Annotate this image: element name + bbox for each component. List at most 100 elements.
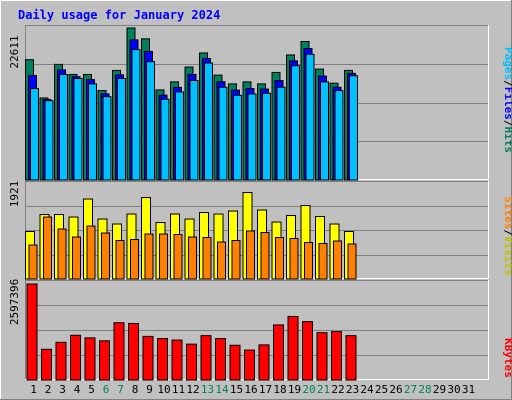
bar-kbytes — [244, 349, 255, 381]
bar-sites — [130, 239, 139, 280]
y-max-label-hits: 22611 — [8, 35, 21, 68]
bar-sites — [43, 216, 52, 280]
bar-kbytes — [345, 335, 357, 381]
bar-pages — [146, 61, 155, 181]
x-day-label: 9 — [146, 383, 153, 396]
svg-text:KBytes: KBytes — [502, 338, 512, 378]
legend-visits-sites: Sites/Visits — [502, 196, 512, 276]
x-day-label: 11 — [172, 383, 185, 396]
bar-sites — [188, 236, 197, 280]
panel-kbytes — [25, 280, 489, 381]
bar-kbytes — [99, 340, 110, 381]
bar-pages — [349, 75, 358, 181]
x-day-label: 28 — [418, 383, 431, 396]
bar-sites — [57, 228, 67, 280]
bar-kbytes — [273, 324, 284, 381]
bar-pages — [204, 62, 213, 181]
bar-kbytes — [171, 339, 183, 381]
bar-kbytes — [316, 332, 328, 381]
chart-title: Daily usage for January 2024 — [18, 8, 220, 22]
bar-pages — [30, 88, 39, 181]
bar-kbytes — [287, 315, 299, 381]
bar-sites — [202, 237, 212, 280]
x-day-label: 14 — [215, 383, 229, 396]
bar-sites — [304, 242, 313, 280]
bar-sites — [101, 232, 110, 280]
x-day-label: 24 — [360, 383, 374, 396]
bar-sites — [159, 233, 168, 280]
x-day-label: 4 — [74, 383, 81, 396]
bar-sites — [115, 240, 125, 280]
bar-kbytes — [26, 283, 38, 381]
panel-hits-files-pages — [25, 25, 489, 181]
legend-kbytes: KBytes — [502, 338, 512, 378]
svg-text:Sites/Visits: Sites/Visits — [502, 196, 512, 276]
x-day-label: 8 — [132, 383, 139, 396]
x-day-label: 22 — [331, 383, 344, 396]
bar-sites — [144, 233, 154, 280]
bar-pages — [262, 92, 271, 181]
y-max-label-visits: 1921 — [8, 181, 21, 208]
bar-kbytes — [55, 341, 67, 381]
bar-kbytes — [215, 338, 226, 381]
x-day-label: 27 — [404, 383, 417, 396]
bar-kbytes — [302, 321, 313, 381]
bar-pages — [334, 90, 344, 181]
legend-hits: Hits — [502, 127, 512, 154]
x-day-label: 31 — [462, 383, 475, 396]
bar-sites — [231, 240, 241, 280]
x-day-label: 29 — [433, 383, 446, 396]
bar-kbytes — [70, 334, 81, 381]
bar-sites — [246, 230, 255, 280]
x-day-label: 19 — [288, 383, 301, 396]
panel-visits-sites — [25, 181, 489, 280]
bar-sites — [173, 234, 183, 280]
bar-pages — [88, 83, 97, 181]
bar-kbytes — [157, 338, 168, 381]
x-day-label: 1 — [30, 383, 37, 396]
bar-sites — [260, 232, 270, 280]
bar-pages — [218, 86, 228, 181]
x-day-label: 17 — [259, 383, 272, 396]
legend-visits: Visits — [502, 236, 512, 276]
bar-kbytes — [331, 331, 342, 381]
bar-kbytes — [113, 322, 125, 381]
x-day-label: 3 — [59, 383, 66, 396]
legend-kbytes-label: KBytes — [502, 338, 512, 378]
x-day-label: 10 — [157, 383, 170, 396]
bar-pages — [73, 77, 83, 181]
bar-kbytes — [128, 322, 139, 381]
bar-pages — [44, 100, 54, 181]
bar-pages — [117, 77, 126, 181]
x-day-label: 26 — [389, 383, 402, 396]
bar-kbytes — [229, 344, 241, 381]
x-day-label: 2 — [45, 383, 52, 396]
bar-kbytes — [41, 348, 52, 381]
bar-pages — [131, 49, 141, 181]
x-day-label: 13 — [201, 383, 214, 396]
bar-pages — [320, 81, 329, 181]
legend-pages: Pages — [502, 47, 512, 80]
bar-kbytes — [142, 335, 154, 381]
bar-sites — [86, 225, 96, 280]
bar-pages — [160, 98, 170, 181]
y-max-label-kbytes: 2597396 — [8, 279, 21, 325]
bar-kbytes — [258, 344, 270, 381]
bar-sites — [217, 241, 226, 280]
bar-pages — [59, 73, 68, 181]
bar-sites — [289, 238, 299, 280]
svg-text:Pages/Files/Hits: Pages/Files/Hits — [502, 47, 512, 153]
bar-pages — [305, 53, 315, 181]
bar-pages — [291, 65, 300, 181]
legend-hits-files-pages: Pages/Files/Hits — [502, 47, 512, 153]
x-day-label: 20 — [302, 383, 315, 396]
bar-sites — [333, 240, 342, 280]
x-day-label: 21 — [317, 383, 330, 396]
bar-pages — [247, 93, 257, 181]
legend-sites: Sites — [502, 196, 512, 229]
x-day-label: 30 — [447, 383, 460, 396]
bar-pages — [233, 94, 242, 181]
bar-pages — [276, 86, 286, 181]
x-day-label: 16 — [244, 383, 257, 396]
x-day-label: 15 — [230, 383, 243, 396]
